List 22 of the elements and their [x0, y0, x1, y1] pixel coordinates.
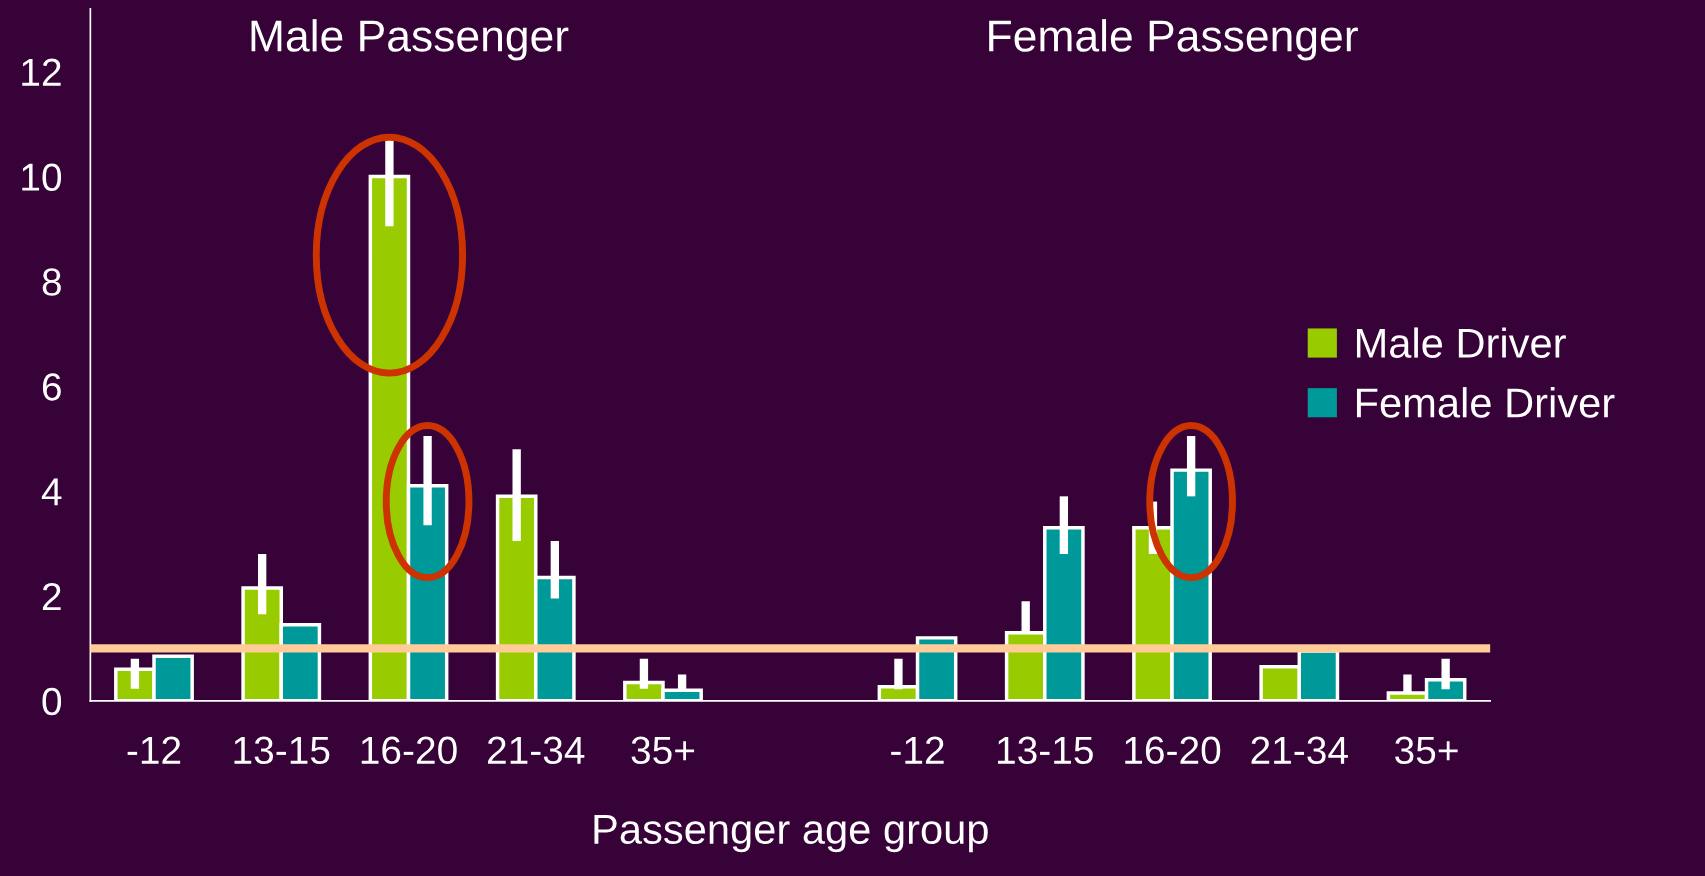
- y-tick-label: 2: [42, 582, 61, 611]
- y-tick-label: 0: [42, 687, 62, 716]
- y-tick-label: 12: [22, 58, 61, 86]
- x-tick-label: -12: [127, 736, 181, 764]
- x-tick-label: 21-34: [487, 736, 585, 765]
- annotation: Female Passenger: [989, 19, 1358, 61]
- x-tick-label: 13-15: [998, 736, 1093, 765]
- x-tick-label: 13-15: [234, 736, 330, 765]
- legend-label: Male Driver: [1356, 327, 1566, 359]
- annotation: Male Passenger: [251, 19, 569, 61]
- x-tick-label: 35+: [1395, 736, 1458, 765]
- y-tick-label: 8: [42, 268, 61, 296]
- y-tick-label: 4: [41, 478, 62, 506]
- y-tick-label: 6: [42, 373, 61, 401]
- x-tick-label: 16-20: [1125, 736, 1221, 765]
- x-tick-label: 16-20: [361, 736, 457, 765]
- x-tick-label: 35+: [631, 736, 695, 765]
- y-tick-label: 10: [22, 163, 62, 191]
- x-tick-label: -12: [891, 736, 944, 764]
- x-tick-label: 21-34: [1251, 736, 1348, 765]
- legend-label: Female Driver: [1356, 387, 1615, 418]
- x-axis-title: Passenger age group: [594, 814, 988, 853]
